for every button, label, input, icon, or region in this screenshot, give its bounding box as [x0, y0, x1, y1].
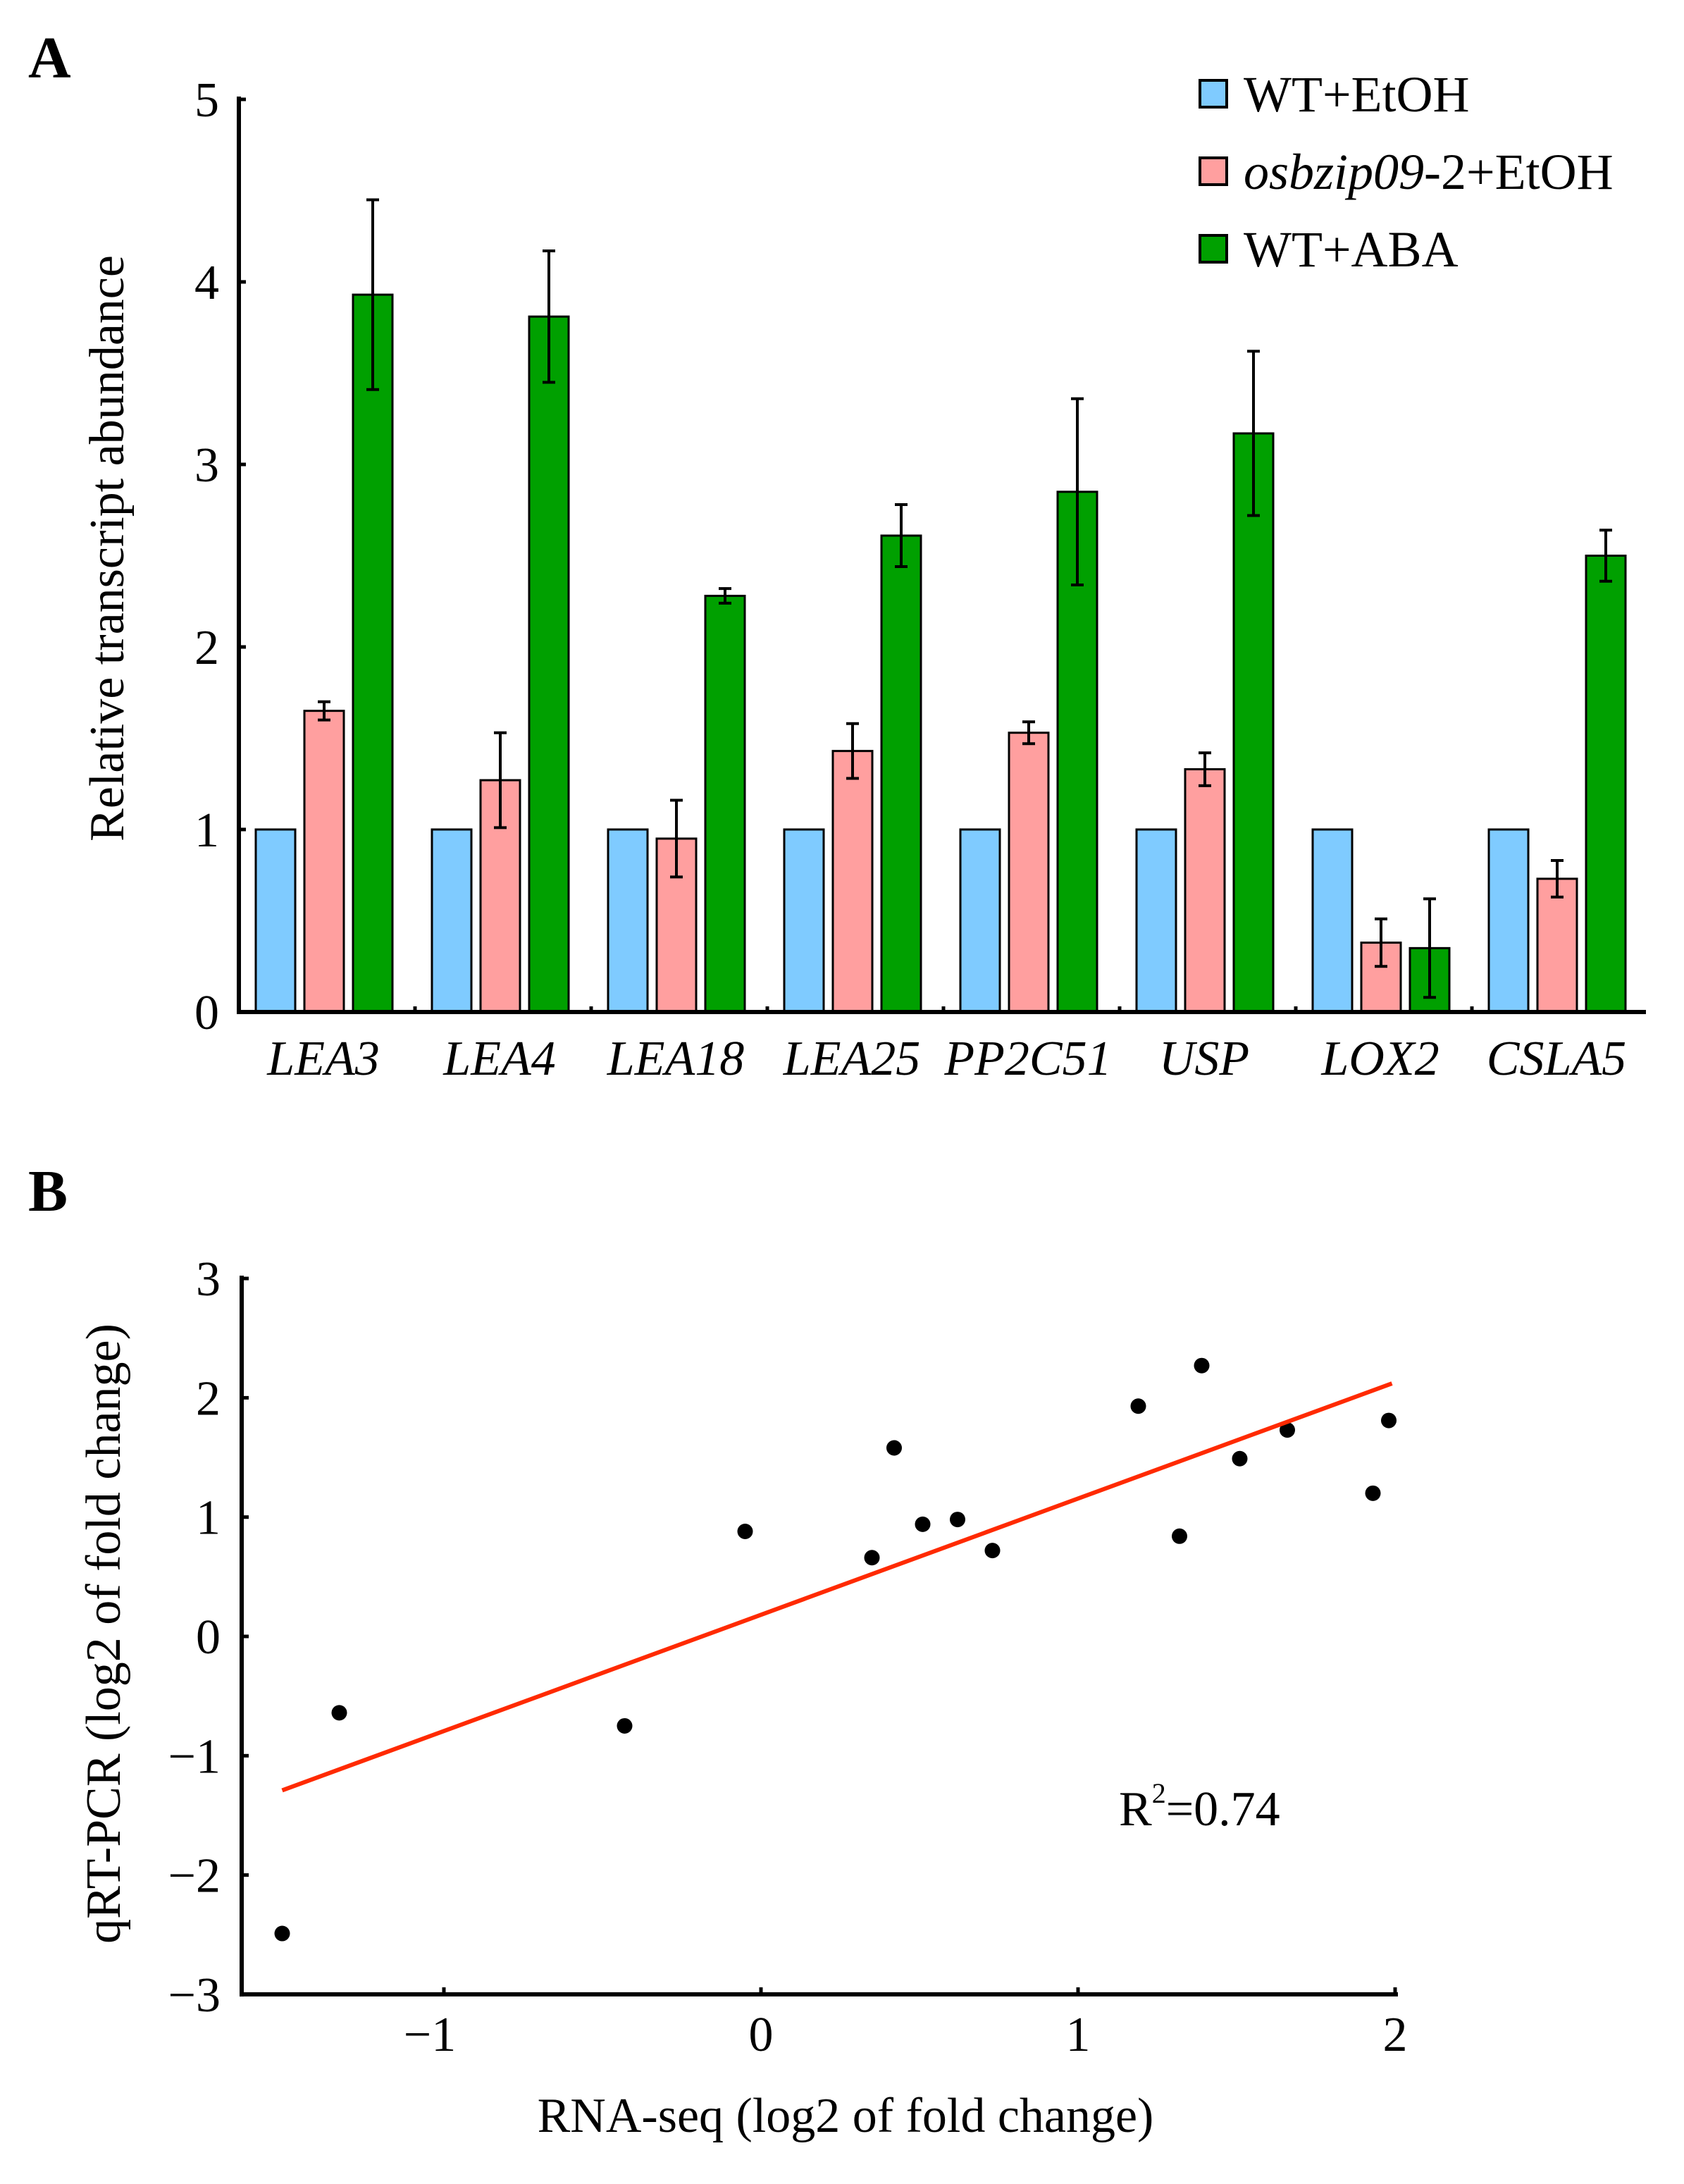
bar — [831, 750, 874, 1013]
y-tick-label: 1 — [196, 1491, 221, 1546]
x-tick-label: CSLA5 — [1487, 1032, 1626, 1086]
legend-swatch — [1199, 234, 1228, 264]
x-tick-label: LEA25 — [783, 1032, 920, 1086]
legend-label-italic: osbzip09 — [1244, 144, 1424, 200]
data-point — [1232, 1450, 1248, 1467]
bar — [704, 594, 746, 1013]
x-tick-label: 1 — [1066, 2008, 1091, 2062]
y-axis-title: qRT-PCR (log2 of fold change) — [77, 1324, 131, 1944]
y-tick-label: 1 — [194, 803, 219, 858]
legend-label-rest: WT+EtOH — [1244, 66, 1470, 123]
y-tick-label: 0 — [194, 986, 219, 1040]
bar — [783, 828, 825, 1013]
y-tick-label: 3 — [196, 1252, 221, 1307]
data-point — [1194, 1357, 1210, 1374]
data-point — [1172, 1528, 1187, 1544]
r-squared-annotation: R2=0.74 — [1119, 1777, 1280, 1837]
legend-label-rest: WT+ABA — [1244, 221, 1459, 278]
y-axis-title: Relative transcript abundance — [80, 255, 135, 841]
bar — [1536, 877, 1578, 1013]
bar — [1487, 828, 1530, 1013]
y-tick-label: −1 — [168, 1729, 221, 1784]
legend-label: WT+ABA — [1244, 221, 1459, 278]
legend-label: WT+EtOH — [1244, 66, 1470, 123]
panel-label-b: B — [28, 1159, 68, 1224]
x-tick-label: 0 — [749, 2008, 774, 2062]
bar — [880, 534, 922, 1013]
x-tick-label: LOX2 — [1320, 1032, 1439, 1086]
legend-swatch — [1199, 79, 1228, 109]
legend-label: osbzip09-2+EtOH — [1244, 144, 1614, 200]
data-point — [1130, 1398, 1146, 1414]
data-point — [1381, 1412, 1397, 1429]
bar — [1311, 828, 1354, 1013]
x-tick-label: LEA18 — [607, 1032, 744, 1086]
bar — [254, 828, 297, 1013]
bar — [303, 710, 345, 1013]
bar — [352, 293, 394, 1013]
y-tick-label: 3 — [194, 438, 219, 493]
x-tick-label: −1 — [404, 2008, 456, 2062]
x-axis-title: RNA-seq (log2 of fold change) — [538, 2089, 1154, 2143]
data-point — [950, 1512, 965, 1528]
x-tick-label: PP2C51 — [943, 1032, 1111, 1086]
legend-swatch — [1199, 156, 1228, 186]
y-tick-label: 2 — [196, 1371, 221, 1426]
data-point — [886, 1440, 902, 1456]
data-point — [737, 1524, 753, 1540]
panel-label-a: A — [28, 25, 71, 91]
bar — [1585, 555, 1627, 1013]
scatter-chart: qRT-PCR (log2 of fold change) RNA-seq (l… — [77, 1252, 1408, 2143]
data-point — [984, 1543, 1001, 1559]
x-tick-label: 2 — [1383, 2008, 1408, 2062]
data-point — [617, 1717, 633, 1734]
bar — [431, 828, 473, 1013]
x-tick-label: USP — [1159, 1032, 1249, 1086]
data-point — [864, 1550, 880, 1566]
legend-label-rest: -2+EtOH — [1424, 144, 1614, 200]
bar — [959, 828, 1001, 1013]
y-tick-label: −2 — [168, 1849, 221, 1904]
regression-line — [281, 1381, 1393, 1793]
bar — [528, 315, 570, 1013]
y-tick-label: −3 — [168, 1968, 221, 2023]
data-point — [331, 1705, 347, 1721]
data-point — [915, 1516, 931, 1532]
y-tick-label: 0 — [196, 1610, 221, 1665]
bar — [607, 828, 649, 1013]
data-point — [1365, 1485, 1381, 1501]
y-tick-label: 2 — [194, 621, 219, 675]
bar — [1008, 732, 1050, 1013]
bar — [1184, 768, 1226, 1013]
bar — [1056, 491, 1098, 1013]
bar — [1135, 828, 1177, 1013]
data-point — [274, 1925, 290, 1942]
y-tick-label: 4 — [194, 256, 219, 310]
y-tick-label: 5 — [194, 73, 219, 128]
bar — [1232, 432, 1275, 1013]
x-tick-label: LEA3 — [266, 1032, 379, 1086]
data-point — [1280, 1422, 1295, 1438]
x-tick-label: LEA4 — [442, 1032, 555, 1086]
bar-chart: Relative transcript abundance 0 1 2 3 4 5 LEA3… — [80, 66, 1646, 1086]
